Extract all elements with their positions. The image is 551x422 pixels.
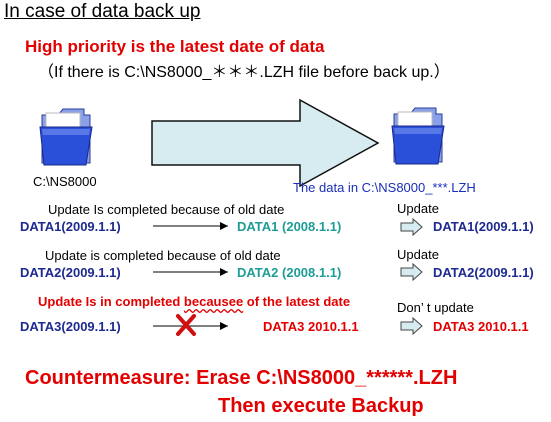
row1-existing: DATA1 (2008.1.1) [237, 219, 342, 234]
row3-source: DATA3(2009.1.1) [20, 319, 121, 334]
countermeasure-line2: Then execute Backup [218, 395, 424, 417]
row3-action: Don’ t update [397, 300, 474, 315]
row3-message: Update Is in completed becausee of the l… [38, 294, 351, 309]
small-block-arrow-row3 [400, 316, 423, 336]
row1-result: DATA1(2009.1.1) [433, 219, 534, 234]
row1-source: DATA1(2009.1.1) [20, 219, 121, 234]
high-priority-heading: High priority is the latest date of data [25, 37, 325, 56]
folder-icon [39, 108, 93, 166]
destination-folder-label: The data in C:\NS8000_***.LZH [293, 180, 476, 195]
small-block-arrow-row2 [400, 262, 423, 282]
source-folder-label: C:\NS8000 [33, 174, 97, 189]
high-priority-note: （If there is C:\NS8000_＊＊＊.LZH file befo… [38, 64, 450, 81]
page-title: In case of data back up [4, 1, 201, 22]
row1-message: Update Is completed because of old date [48, 202, 285, 217]
row2-message: Update is completed because of old date [45, 248, 281, 263]
row2-existing: DATA2 (2008.1.1) [237, 265, 342, 280]
row3-existing: DATA3 2010.1.1 [263, 319, 359, 334]
folder-icon-destination [391, 107, 445, 165]
row3-result: DATA3 2010.1.1 [433, 319, 529, 334]
row2-action: Update [397, 247, 439, 262]
large-right-arrow [151, 98, 380, 188]
countermeasure-line1: Countermeasure: Erase C:\NS8000_******.L… [25, 367, 458, 389]
row2-source: DATA2(2009.1.1) [20, 265, 121, 280]
small-block-arrow-row1 [400, 217, 423, 237]
red-x-icon [176, 314, 196, 336]
row1-action: Update [397, 201, 439, 216]
row2-result: DATA2(2009.1.1) [433, 265, 534, 280]
